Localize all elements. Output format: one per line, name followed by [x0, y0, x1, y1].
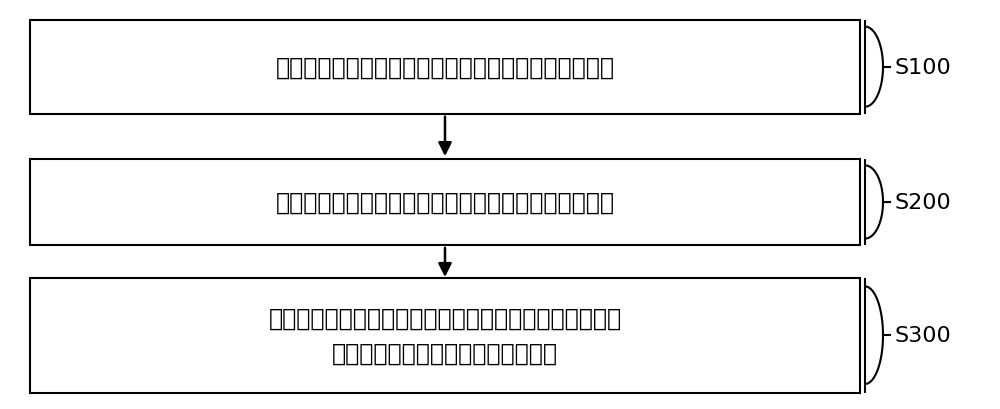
Text: S200: S200 [895, 193, 952, 212]
Text: S100: S100 [895, 58, 952, 77]
Text: 当库房的房门关闭时，获取库房内存储货物的温度数据: 当库房的房门关闭时，获取库房内存储货物的温度数据 [275, 56, 614, 79]
Text: 根据温度数据与对应的预设货物温度范围进行比较分析: 根据温度数据与对应的预设货物温度范围进行比较分析 [275, 191, 614, 214]
FancyBboxPatch shape [30, 278, 860, 393]
Text: S300: S300 [895, 326, 952, 345]
Text: 当温度数据满足预设货物温度范围时，根据库房平均环境
温度对冷风机的压缩机频率进行调节: 当温度数据满足预设货物温度范围时，根据库房平均环境 温度对冷风机的压缩机频率进行… [268, 306, 622, 365]
FancyBboxPatch shape [30, 160, 860, 245]
FancyBboxPatch shape [30, 20, 860, 115]
